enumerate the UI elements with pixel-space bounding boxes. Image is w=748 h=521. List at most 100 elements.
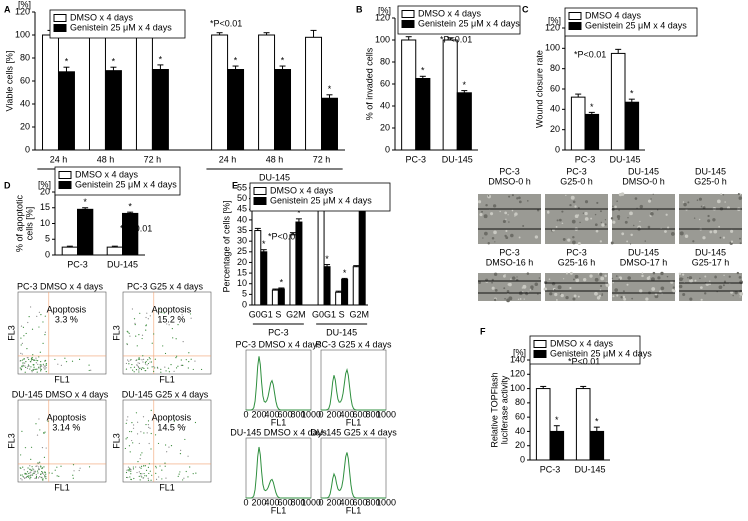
flow-event <box>45 447 47 449</box>
y-tick-label: 100 <box>375 34 390 44</box>
micrograph-texture <box>631 297 634 300</box>
flow-event <box>31 357 34 359</box>
bar <box>305 36 323 151</box>
micrograph-texture <box>657 276 661 280</box>
histogram-tick-label: 600 <box>352 409 367 419</box>
micrograph-texture <box>611 277 614 280</box>
micrograph-texture <box>722 236 726 239</box>
flow-gate-label: Apoptosis <box>47 304 87 314</box>
flow-event <box>137 461 139 463</box>
flow-x-label: FL1 <box>54 482 70 492</box>
micrograph-texture <box>621 232 625 236</box>
micrograph-texture <box>505 236 509 240</box>
flow-event <box>177 365 179 367</box>
flow-event <box>29 361 32 363</box>
flow-event <box>125 368 128 370</box>
micrograph-texture <box>502 219 506 224</box>
micrograph-texture <box>530 285 534 289</box>
micrograph <box>545 194 608 244</box>
micrograph-texture <box>660 271 664 276</box>
y-tick-label: 40 <box>20 98 30 108</box>
flow-event <box>184 438 186 441</box>
flow-event <box>31 371 33 373</box>
flow-event <box>125 422 127 425</box>
micrograph-texture <box>612 205 614 208</box>
micrograph-texture <box>739 242 742 245</box>
bar <box>258 34 276 151</box>
micrograph-label: PC-3 <box>566 166 587 176</box>
flow-event <box>149 470 151 472</box>
bar <box>211 34 229 151</box>
micrograph-texture <box>657 209 659 211</box>
flow-event <box>38 468 40 470</box>
flow-event <box>170 445 173 447</box>
flow-event <box>183 477 185 479</box>
legend-label: Genistein 25 μM x 4 days <box>418 18 520 28</box>
micrograph-texture <box>618 278 621 280</box>
micrograph-texture <box>679 277 683 282</box>
flow-event <box>133 318 136 320</box>
flow-event <box>138 471 140 473</box>
flow-event <box>156 366 159 368</box>
micrograph-texture <box>666 275 669 278</box>
flow-event <box>133 371 135 373</box>
flow-event <box>56 466 58 468</box>
bar <box>323 266 331 306</box>
micrograph-texture <box>610 241 614 245</box>
micrograph-texture <box>543 287 547 291</box>
micrograph-texture <box>644 240 646 242</box>
flow-event <box>21 474 23 476</box>
flow-event <box>182 479 184 481</box>
flow-event <box>177 324 179 326</box>
bar <box>295 221 303 306</box>
bar <box>227 69 245 151</box>
y-tick-label: 60 <box>550 83 560 93</box>
micrograph-texture <box>678 284 683 289</box>
flow-event <box>181 314 183 316</box>
panel-letter: B <box>356 4 363 14</box>
flow-event <box>30 446 33 448</box>
flow-event <box>39 476 41 478</box>
flow-event <box>139 358 141 360</box>
flow-event <box>128 467 131 469</box>
y-tick-label: 100 <box>15 29 30 39</box>
flow-event <box>79 467 81 469</box>
flow-event <box>132 427 135 429</box>
micrograph-texture <box>511 194 514 197</box>
legend-label: DMSO x 4 days <box>418 8 482 18</box>
histogram-tick-label: 400 <box>339 497 354 507</box>
flow-event <box>141 476 143 478</box>
flow-gate-value: 3.14 % <box>52 422 80 432</box>
micrograph-texture <box>492 204 497 208</box>
group-label: PC-3 <box>268 327 289 337</box>
flow-event <box>30 471 32 473</box>
flow-event <box>37 472 39 474</box>
flow-event <box>144 370 146 372</box>
x-tick-label: 48 h <box>97 154 115 164</box>
legend-label: Genistein 25 μM x 4 days <box>270 195 372 205</box>
flow-event <box>19 467 21 469</box>
micrograph-texture <box>594 291 598 296</box>
micrograph <box>612 194 675 244</box>
flow-event <box>129 335 131 337</box>
flow-event <box>130 473 132 475</box>
flow-event <box>143 432 145 434</box>
micrograph-texture <box>692 240 695 243</box>
flow-event <box>38 367 40 369</box>
flow-event <box>41 365 43 367</box>
flow-event <box>33 471 35 473</box>
micrograph <box>679 194 742 244</box>
micrograph-texture <box>590 217 593 220</box>
histogram-title: PC-3 DMSO x 4 days <box>235 339 322 349</box>
x-tick-label: 24 h <box>50 154 68 164</box>
histogram-tick-label: 1000 <box>376 409 396 419</box>
flow-event <box>44 331 46 333</box>
micrograph-texture <box>714 275 717 278</box>
flow-event <box>127 416 129 418</box>
micrograph-texture <box>537 293 539 295</box>
flow-event <box>157 367 159 369</box>
micrograph-texture <box>507 214 509 216</box>
flow-event <box>145 469 148 472</box>
flow-y-label: FL3 <box>111 433 121 449</box>
flow-event <box>40 365 42 367</box>
